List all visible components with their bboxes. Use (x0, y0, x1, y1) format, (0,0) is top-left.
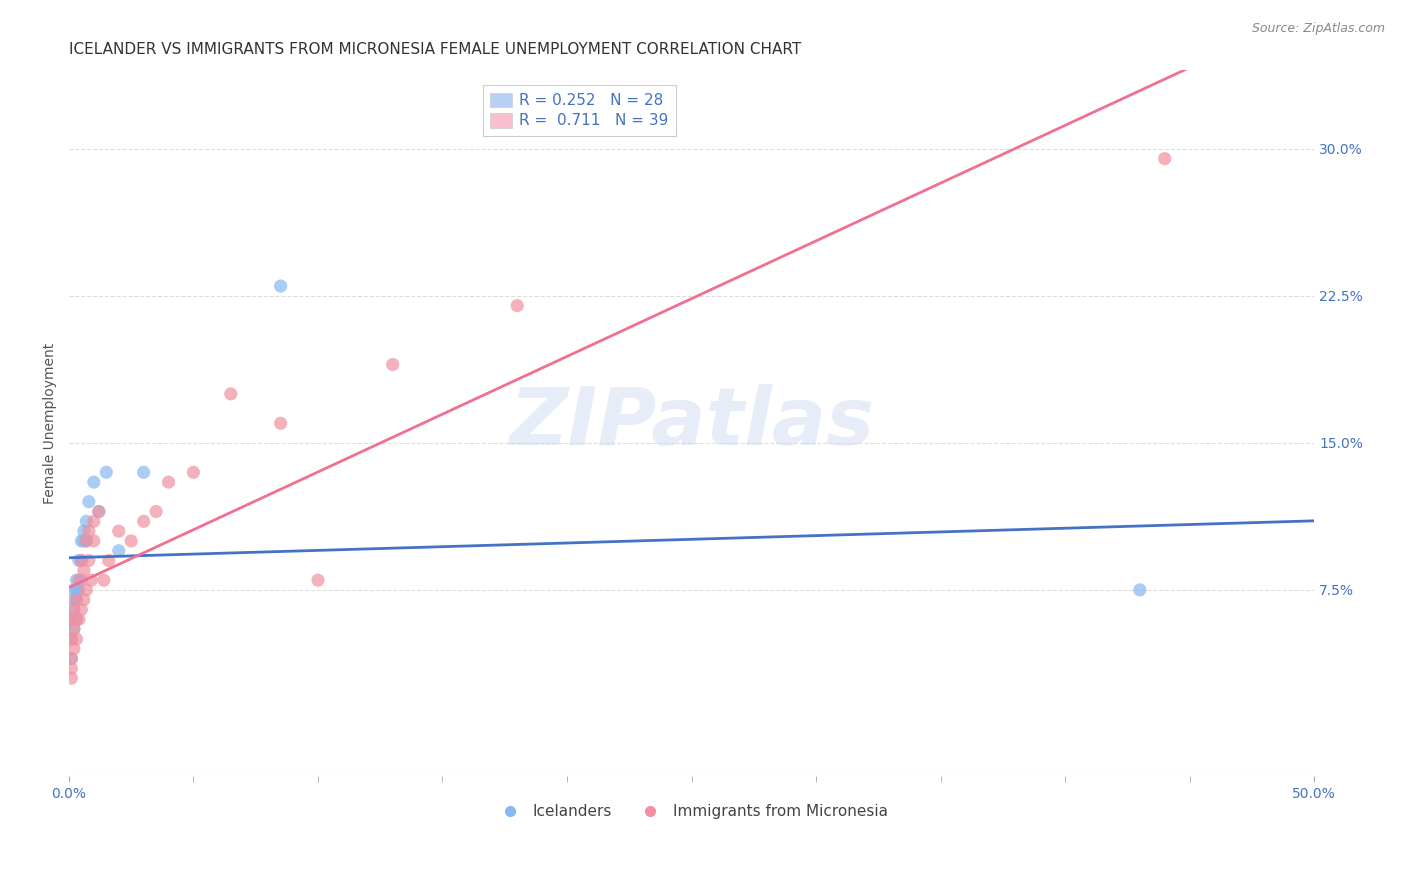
Point (65, 592, 87, 607)
Point (107, 524, 129, 538)
Point (67, 612, 90, 626)
Point (63, 602, 86, 616)
Point (83, 514, 105, 528)
Point (65, 612, 87, 626)
Point (132, 465, 155, 479)
Point (77, 553, 100, 567)
Point (75, 514, 97, 528)
Point (73, 524, 96, 538)
Point (60, 651, 83, 665)
Point (75, 533, 97, 548)
Point (120, 533, 142, 548)
Point (65, 573, 87, 587)
Point (70, 553, 93, 567)
Point (67, 553, 90, 567)
Point (107, 543, 129, 558)
Point (93, 573, 115, 587)
Point (60, 632, 83, 646)
Point (77, 494, 100, 508)
Point (60, 632, 83, 646)
Text: ICELANDER VS IMMIGRANTS FROM MICRONESIA FEMALE UNEMPLOYMENT CORRELATION CHART: ICELANDER VS IMMIGRANTS FROM MICRONESIA … (69, 42, 801, 57)
Point (63, 602, 86, 616)
Point (60, 661, 83, 675)
Point (80, 573, 103, 587)
Point (1153, 152, 1175, 166)
Text: ZIPatlas: ZIPatlas (509, 384, 875, 462)
Point (60, 651, 83, 665)
Point (60, 612, 83, 626)
Point (97, 553, 120, 567)
Point (145, 504, 167, 518)
Point (75, 533, 97, 548)
Text: Source: ZipAtlas.com: Source: ZipAtlas.com (1251, 22, 1385, 36)
Point (60, 612, 83, 626)
Legend: Icelanders, Immigrants from Micronesia: Icelanders, Immigrants from Micronesia (488, 797, 894, 825)
Point (87, 504, 110, 518)
Point (73, 563, 96, 577)
Point (67, 582, 90, 597)
Point (506, 299, 529, 313)
Point (83, 533, 105, 548)
Point (65, 632, 87, 646)
Point (65, 582, 87, 597)
Point (63, 641, 86, 656)
Point (70, 533, 93, 548)
Point (77, 524, 100, 538)
Point (75, 582, 97, 597)
Point (63, 622, 86, 636)
Point (83, 475, 105, 489)
Point (1129, 582, 1152, 597)
Point (96, 465, 118, 479)
Point (87, 504, 110, 518)
Point (70, 602, 93, 616)
Point (183, 465, 205, 479)
Point (67, 573, 90, 587)
Point (70, 553, 93, 567)
Point (60, 671, 83, 685)
Point (219, 387, 242, 401)
Point (63, 622, 86, 636)
Point (270, 279, 292, 293)
Point (157, 475, 180, 489)
Point (65, 592, 87, 607)
Point (381, 358, 404, 372)
Point (73, 533, 96, 548)
Point (63, 582, 86, 597)
Point (70, 573, 93, 587)
Point (270, 417, 292, 431)
Point (73, 592, 96, 607)
Point (65, 612, 87, 626)
Point (63, 592, 86, 607)
Point (132, 514, 155, 528)
Point (307, 573, 329, 587)
Y-axis label: Female Unemployment: Female Unemployment (44, 343, 58, 504)
